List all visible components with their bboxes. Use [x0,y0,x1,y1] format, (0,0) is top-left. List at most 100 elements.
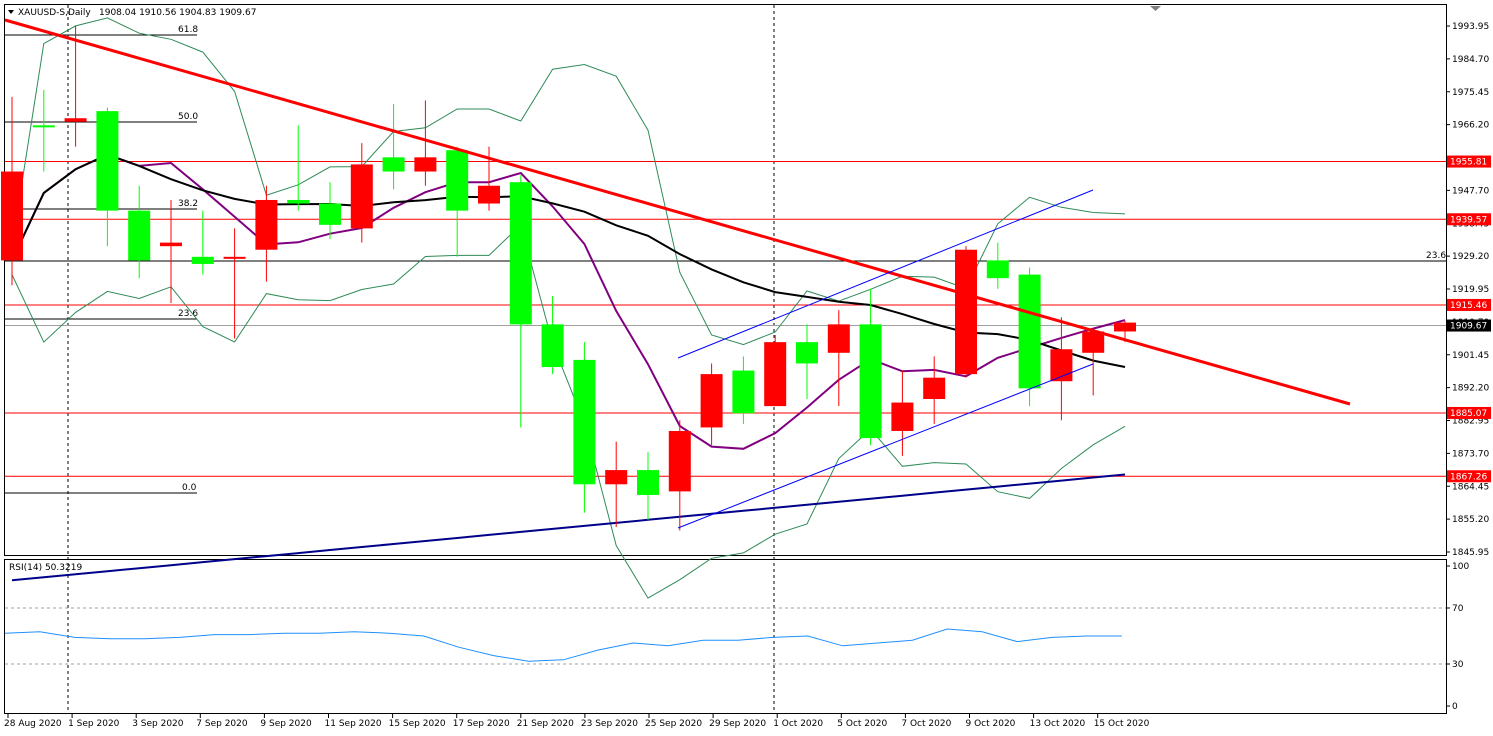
candle-body [350,164,373,229]
short-ma-line [11,153,1126,450]
fib-label: 0.0 [182,483,197,493]
candle-body [382,157,405,172]
fib-label: 38.2 [178,199,198,209]
candle-body [287,199,310,204]
level-tag-label: 1939.57 [1450,215,1487,225]
price-tick-label: 1947.70 [1452,186,1489,196]
date-label: 7 Sep 2020 [196,719,248,729]
candle [223,228,246,339]
level-tag-label: 1867.26 [1450,472,1487,482]
candle [764,335,787,407]
candle-body [796,342,818,364]
rsi-tick-label: 70 [1452,604,1464,614]
date-label: 1 Oct 2020 [773,719,823,729]
date-label: 7 Oct 2020 [901,719,951,729]
candle-body [96,111,119,211]
candle-body [541,324,564,368]
candle-body [64,118,87,122]
horizontal-levels [5,161,1446,477]
candle-body [732,370,755,414]
candle-body [414,157,437,172]
candle [319,182,341,240]
candle-body [255,199,278,250]
candle-body [1082,331,1105,353]
price-tick-label: 1919.95 [1452,285,1489,295]
candle [1050,317,1073,421]
candle [859,288,882,446]
date-label: 21 Sep 2020 [517,719,574,729]
symbol-menu-icon[interactable] [8,10,14,14]
price-tick-label: 1975.45 [1452,88,1489,98]
candle [1082,327,1105,396]
candle-body [128,210,151,261]
candle-body [859,324,882,439]
candle-body [637,470,659,495]
current-price-tag [1447,319,1491,332]
fib-label: 61.8 [178,25,198,35]
rsi-indicator [4,607,1446,665]
candle [191,210,214,275]
rsi-axis: 100 70 30 0 [1446,562,1469,712]
candle-body [1114,322,1136,332]
date-label: 29 Sep 2020 [709,719,766,729]
mid-ma-line [11,153,1126,368]
level-tag [1447,406,1491,419]
long-ma-line [11,473,1126,582]
rsi-tick-label: 30 [1452,660,1464,670]
candle-body [191,256,214,264]
candle [509,175,532,428]
level-tag-label: 1885.07 [1450,409,1487,419]
price-tick-label: 1929.20 [1452,252,1489,262]
price-tick-label: 1873.70 [1452,449,1489,459]
shift-marker-icon[interactable] [1150,6,1161,11]
date-label: 15 Oct 2020 [1094,719,1150,729]
bollinger-lower-line [11,223,1126,599]
candle [160,199,182,304]
candle-body [605,470,628,485]
price-tick-label: 1882.95 [1452,417,1489,427]
candle-body [509,182,532,325]
channel-lower-line [677,363,1094,529]
candlesticks [1,25,1136,531]
symbol-label: XAUUSD-S,Daily [18,8,91,18]
candle [923,356,946,424]
level-tag [1447,155,1491,168]
candle-body [223,256,246,259]
candle [827,310,850,407]
candle [64,25,87,147]
main-pane-frame [4,4,1447,556]
date-label: 15 Sep 2020 [389,719,446,729]
candle-body [319,203,341,225]
candle [446,146,469,257]
bollinger-upper-line [11,17,1126,346]
price-tick-label: 1993.95 [1452,22,1489,32]
price-tick-label: 1845.95 [1452,548,1489,558]
candle-body [573,359,596,485]
date-label: 3 Sep 2020 [132,719,184,729]
trendlines[interactable] [4,18,1351,529]
rsi-tick-label: 100 [1452,562,1469,572]
candle [637,452,659,520]
date-label: 25 Sep 2020 [645,719,702,729]
candle-body [891,402,914,431]
level-tag [1447,298,1491,311]
date-label: 11 Sep 2020 [325,719,382,729]
date-label: 28 Aug 2020 [4,719,62,729]
candle-body [700,374,723,428]
level-tag-label: 1955.81 [1450,158,1487,168]
candle [1018,267,1041,407]
channel-upper-line [677,189,1094,359]
candle [605,441,628,527]
candle-body [986,260,1009,279]
candle [128,185,151,279]
date-label: 23 Sep 2020 [581,719,638,729]
level-tag-label: 1915.46 [1450,301,1487,311]
candle [700,363,723,446]
price-tags: 1955.81 1939.57 1915.46 1885.07 1867.26 1909.… [1447,155,1491,483]
price-tick-label: 1855.20 [1452,515,1489,525]
fib-label: 23.6 [178,309,198,319]
candle-body [668,430,691,492]
moving-averages [11,17,1126,599]
candle [287,125,310,211]
